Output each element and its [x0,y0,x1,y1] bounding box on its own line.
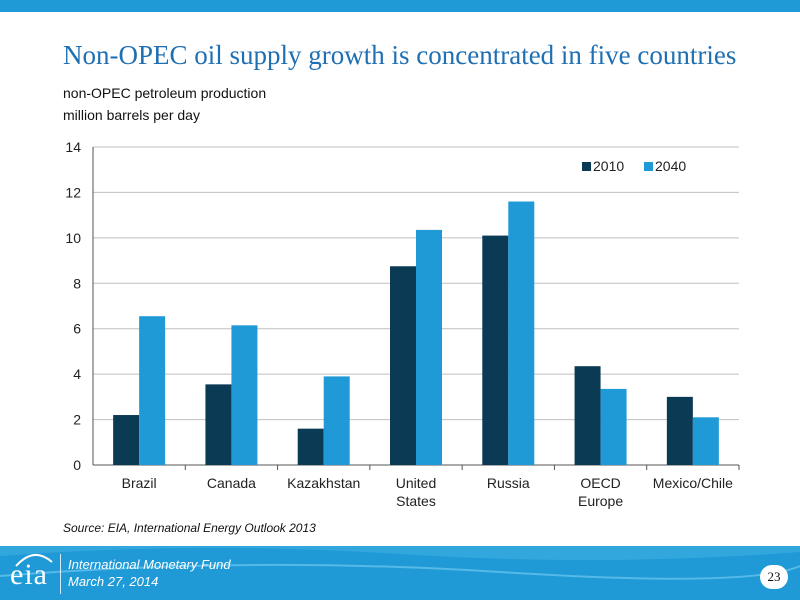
bar-2040 [231,325,258,465]
x-tick-label: Brazil [122,475,157,491]
y-tick-label: 2 [73,412,81,428]
slide-title: Non-OPEC oil supply growth is concentrat… [63,40,737,70]
x-tick-label: OECD Europe [578,475,623,509]
y-tick-label: 0 [73,457,81,473]
legend-swatch-2040 [644,162,653,171]
chart-units: million barrels per day [63,107,200,123]
bar-2010 [113,415,140,465]
eia-logo-arc-icon [15,554,53,567]
legend-label: 2010 [593,158,624,174]
bar-2040 [139,316,166,465]
chart-subtitle: non-OPEC petroleum production [63,85,267,101]
y-tick-label: 6 [73,321,81,337]
bar-2040 [416,229,442,465]
bar-2010 [482,235,509,465]
eia-logo: eia [10,558,48,591]
bar-2010 [390,266,416,465]
bar-2040 [600,388,627,465]
page-number: 23 [760,565,788,589]
footer-bar: eia International Monetary Fund March 27… [0,546,800,600]
y-tick-label: 8 [73,275,81,291]
x-tick-label: Canada [207,475,256,491]
bar-2040 [323,376,350,465]
y-tick-label: 14 [65,139,81,155]
bar-2010 [205,384,232,465]
y-tick-label: 10 [65,230,81,246]
organization-name: International Monetary Fund [68,557,231,572]
y-tick-label: 12 [65,184,81,200]
x-tick-label: Kazakhstan [287,475,360,491]
footer-divider [60,554,61,594]
bar-chart: 0 2 4 6 8 10 12 14 Brazil Canada Kazakhstan United S… [65,139,740,509]
legend-swatch-2010 [582,162,591,171]
x-tick-label: United States [396,475,436,509]
bar-2040 [692,417,719,465]
bar-2010 [297,428,324,465]
bar-2010 [574,366,601,465]
presentation-date: March 27, 2014 [68,574,159,589]
top-accent-bar [0,0,800,12]
bar-2040 [508,201,535,465]
y-tick-label: 4 [73,366,81,382]
legend-label: 2040 [655,158,686,174]
x-tick-label: Russia [487,475,530,491]
bar-2010 [666,396,693,465]
footer-wave-decoration [0,546,800,580]
source-note: Source: EIA, International Energy Outloo… [63,521,316,535]
x-tick-label: Mexico/Chile [653,475,733,491]
